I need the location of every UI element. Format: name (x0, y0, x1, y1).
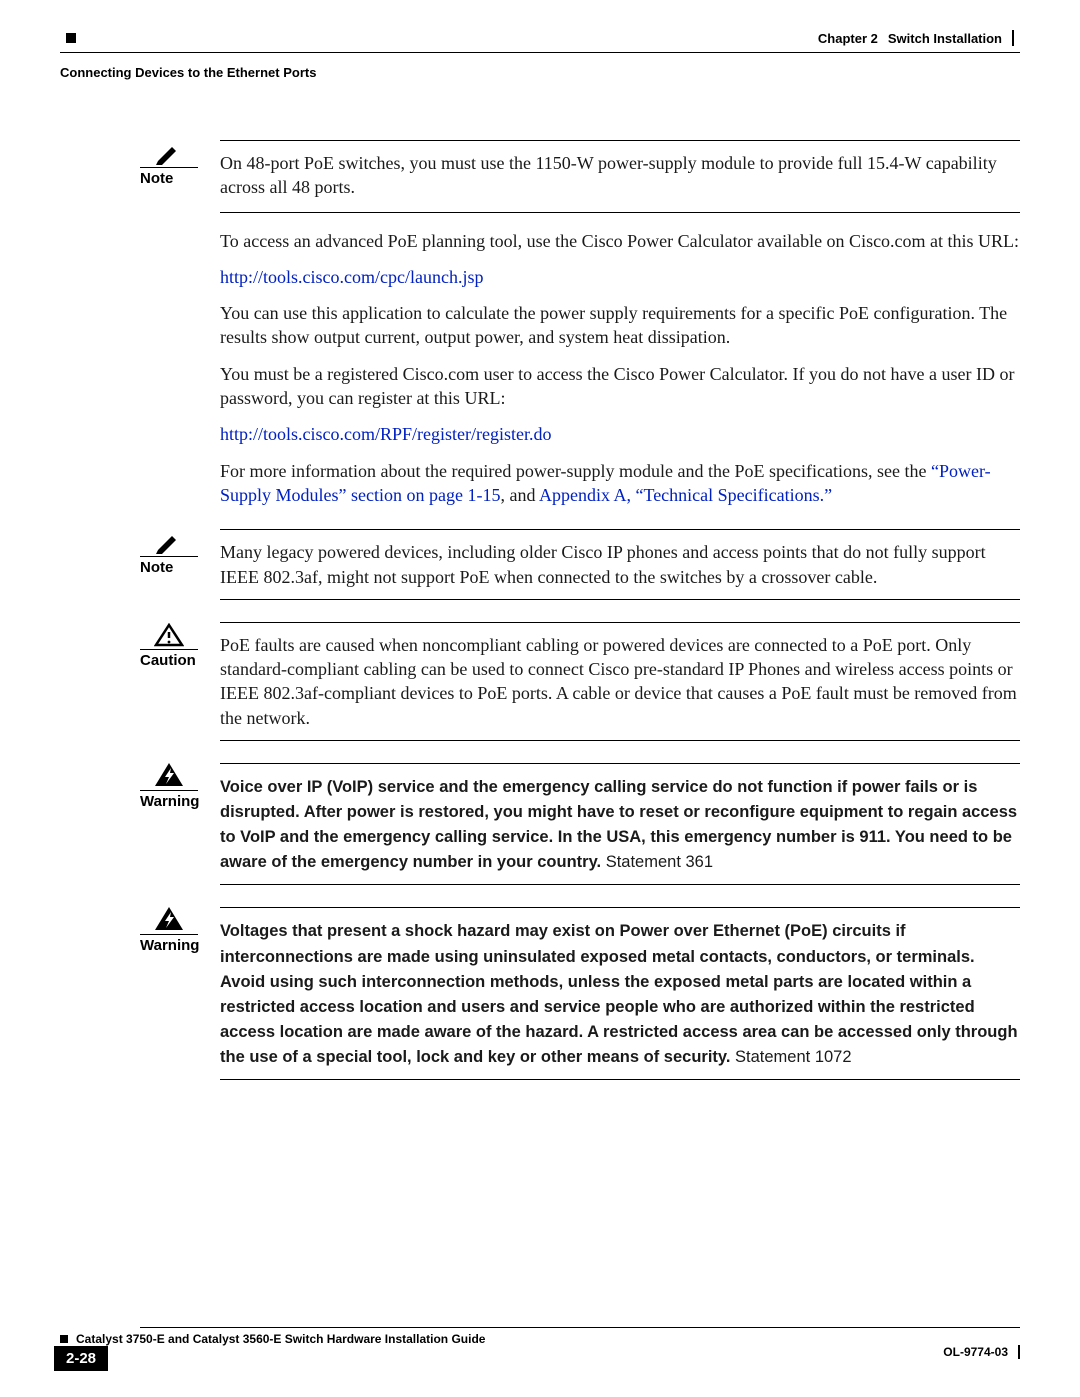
note-label: Note (140, 559, 198, 576)
caution-body: PoE faults are caused when noncompliant … (220, 622, 1020, 741)
note-body: Many legacy powered devices, including o… (220, 529, 1020, 600)
note-text: Many legacy powered devices, including o… (220, 540, 1020, 589)
rule (220, 907, 1020, 908)
text: For more information about the required … (220, 461, 931, 481)
statement-ref: Statement 361 (601, 853, 713, 871)
warning-text: Voice over IP (VoIP) service and the eme… (220, 774, 1020, 874)
warning-icon (140, 907, 198, 935)
body-text: You must be a registered Cisco.com user … (220, 362, 1020, 411)
note-callout: Note Many legacy powered devices, includ… (140, 529, 1020, 600)
xref-appendix-a[interactable]: Appendix A, “Technical Specifications.” (539, 485, 832, 505)
warning-label: Warning (140, 937, 198, 954)
caution-label: Caution (140, 652, 198, 669)
note-text: On 48-port PoE switches, you must use th… (220, 151, 1020, 200)
caution-callout: Caution PoE faults are caused when nonco… (140, 622, 1020, 741)
note-icon (140, 140, 198, 168)
content-area: Note On 48-port PoE switches, you must u… (140, 140, 1020, 1080)
footer-marker-icon (60, 1335, 68, 1343)
warning-callout: Warning Voltages that present a shock ha… (140, 907, 1020, 1080)
header-right: Chapter 2 Switch Installation (818, 30, 1020, 46)
rule (220, 884, 1020, 885)
page-number: 2-28 (54, 1346, 108, 1371)
note-label: Note (140, 170, 198, 187)
rule (220, 529, 1020, 530)
caution-icon (140, 622, 198, 650)
warning-body: Voltages that present a shock hazard may… (220, 907, 1020, 1080)
running-header: Chapter 2 Switch Installation (60, 30, 1020, 53)
footer-row: Catalyst 3750-E and Catalyst 3560-E Swit… (60, 1332, 1020, 1371)
warning-icon (140, 763, 198, 791)
rule (220, 740, 1020, 741)
register-link[interactable]: http://tools.cisco.com/RPF/register/regi… (220, 424, 551, 444)
warning-label-col: Warning (140, 907, 198, 1080)
warning-callout: Warning Voice over IP (VoIP) service and… (140, 763, 1020, 885)
rule (220, 212, 1020, 213)
doc-id: OL-9774-03 (943, 1345, 1008, 1359)
cpc-link[interactable]: http://tools.cisco.com/cpc/launch.jsp (220, 267, 483, 287)
note-label-col: Note (140, 529, 198, 600)
chapter-title: Switch Installation (888, 31, 1002, 46)
chapter-label: Chapter 2 (818, 31, 878, 46)
page-footer: Catalyst 3750-E and Catalyst 3560-E Swit… (60, 1327, 1020, 1371)
footer-divider-icon (1018, 1345, 1020, 1359)
footer-rule (140, 1327, 1020, 1328)
rule (220, 763, 1020, 764)
caution-label-col: Caution (140, 622, 198, 741)
page: Chapter 2 Switch Installation Connecting… (60, 30, 1020, 1337)
rule (220, 622, 1020, 623)
caution-text: PoE faults are caused when noncompliant … (220, 633, 1020, 730)
statement-ref: Statement 1072 (730, 1048, 851, 1066)
guide-title: Catalyst 3750-E and Catalyst 3560-E Swit… (76, 1332, 485, 1346)
body-text: To access an advanced PoE planning tool,… (220, 229, 1020, 253)
header-marker-icon (66, 33, 76, 43)
header-left (60, 33, 76, 43)
body-text: You can use this application to calculat… (220, 301, 1020, 350)
header-divider-icon (1012, 30, 1014, 46)
text: , and (500, 485, 539, 505)
rule (220, 140, 1020, 141)
rule (220, 599, 1020, 600)
footer-right: OL-9774-03 (943, 1345, 1020, 1359)
note-callout: Note On 48-port PoE switches, you must u… (140, 140, 1020, 507)
note-label-col: Note (140, 140, 198, 507)
note-body: On 48-port PoE switches, you must use th… (220, 140, 1020, 507)
note-icon (140, 529, 198, 557)
warning-text: Voltages that present a shock hazard may… (220, 918, 1020, 1069)
warning-label-col: Warning (140, 763, 198, 885)
body-text: For more information about the required … (220, 459, 1020, 508)
warning-bold: Voltages that present a shock hazard may… (220, 922, 1018, 1065)
section-heading: Connecting Devices to the Ethernet Ports (60, 65, 1020, 80)
footer-left: Catalyst 3750-E and Catalyst 3560-E Swit… (60, 1332, 485, 1371)
rule (220, 1079, 1020, 1080)
warning-label: Warning (140, 793, 198, 810)
warning-body: Voice over IP (VoIP) service and the eme… (220, 763, 1020, 885)
